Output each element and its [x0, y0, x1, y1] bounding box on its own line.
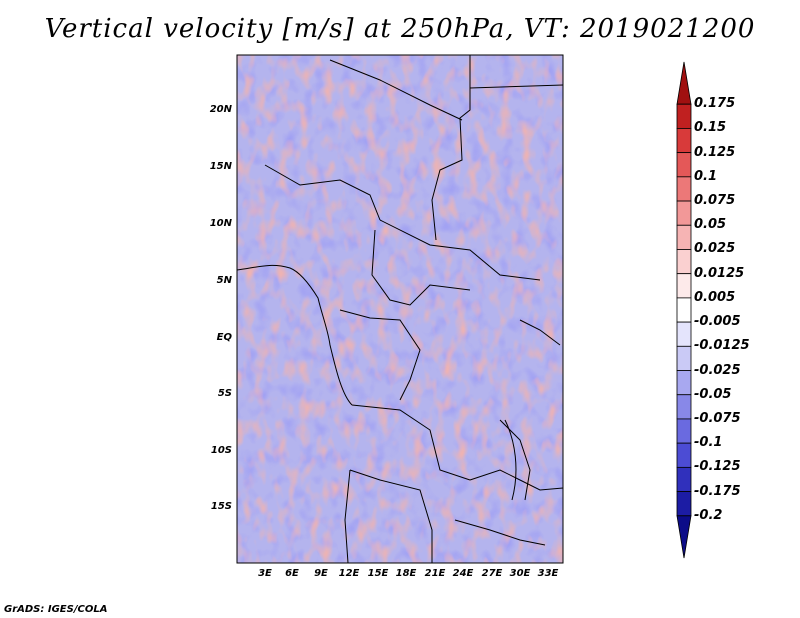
colorbar-swatch: [676, 394, 692, 420]
colorbar-label: -0.2: [694, 507, 723, 523]
lat-label-10n: 10N: [209, 218, 232, 229]
lon-label-12e: 12E: [338, 568, 360, 579]
colorbar-arrow-top: [676, 61, 692, 105]
map-title: Vertical velocity [m/s] at 250hPa, VT: 2…: [44, 14, 756, 44]
colorbar-swatch: [676, 321, 692, 347]
colorbar-label: -0.075: [694, 410, 741, 426]
colorbar-swatch: [676, 103, 692, 129]
colorbar-arrow-bottom: [676, 515, 692, 559]
lat-label-10s: 10S: [210, 445, 232, 456]
colorbar-swatch: [676, 176, 692, 202]
colorbar-swatch: [676, 297, 692, 323]
grads-credit: GrADS: IGES/COLA: [4, 604, 108, 615]
colorbar-swatch: [676, 273, 692, 299]
colorbar-label: -0.125: [694, 459, 741, 475]
colorbar-swatch: [676, 442, 692, 468]
colorbar-swatch: [676, 249, 692, 275]
lon-label-27e: 27E: [481, 568, 503, 579]
lon-label-33e: 33E: [537, 568, 559, 579]
colorbar-label: -0.025: [694, 362, 741, 378]
lat-label-5s: 5S: [217, 388, 232, 399]
colorbar-swatch: [676, 152, 692, 178]
colorbar-label: 0.1: [694, 168, 718, 184]
colorbar-label: 0.175: [694, 96, 736, 112]
colorbar-label: 0.125: [694, 144, 736, 160]
lat-label-eq: EQ: [216, 332, 232, 343]
lat-label-20n: 20N: [209, 104, 232, 115]
lat-label-15s: 15S: [210, 501, 232, 512]
colorbar-swatch: [676, 370, 692, 396]
colorbar-label: 0.05: [694, 217, 727, 233]
colorbar-swatch: [676, 345, 692, 371]
map-frame: [236, 54, 564, 564]
colorbar-label: -0.175: [694, 483, 741, 499]
lon-label-15e: 15E: [367, 568, 389, 579]
colorbar-label: -0.1: [694, 435, 723, 451]
colorbar-swatch: [676, 224, 692, 250]
lon-label-9e: 9E: [314, 568, 328, 579]
colorbar-swatch: [676, 466, 692, 492]
lon-label-21e: 21E: [424, 568, 446, 579]
colorbar-label: 0.15: [694, 120, 727, 136]
velocity-field: [237, 55, 563, 563]
colorbar-label: 0.025: [694, 241, 736, 257]
colorbar-label: 0.0125: [694, 265, 745, 281]
colorbar-swatch: [676, 491, 692, 517]
colorbar-label: 0.075: [694, 193, 736, 209]
colorbar-label: -0.0125: [694, 338, 750, 354]
lon-label-3e: 3E: [258, 568, 272, 579]
colorbar-label: 0.005: [694, 289, 736, 305]
lon-label-24e: 24E: [452, 568, 474, 579]
lon-label-30e: 30E: [509, 568, 531, 579]
country-borders: [237, 55, 563, 563]
lon-label-18e: 18E: [395, 568, 417, 579]
lat-label-15n: 15N: [209, 161, 232, 172]
colorbar-label: -0.05: [694, 386, 732, 402]
colorbar-label: -0.005: [694, 314, 741, 330]
lon-label-6e: 6E: [285, 568, 299, 579]
colorbar-swatch: [676, 418, 692, 444]
lat-label-5n: 5N: [216, 275, 232, 286]
colorbar-swatch: [676, 200, 692, 226]
colorbar-swatch: [676, 128, 692, 154]
